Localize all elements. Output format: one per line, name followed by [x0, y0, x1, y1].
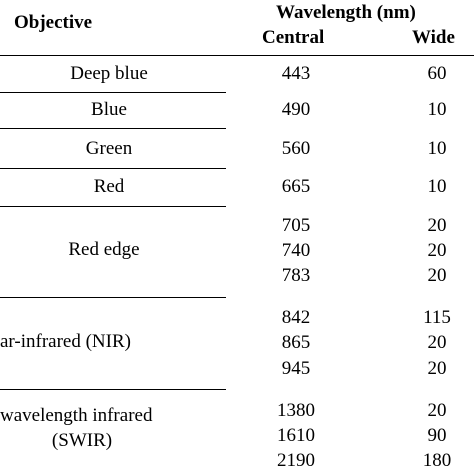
row-objective: Blue — [91, 99, 127, 120]
header-objective: Objective — [14, 12, 93, 33]
central-value: 490 — [281, 99, 311, 120]
wide-value: 10 — [427, 138, 447, 159]
wide-value: 90 — [427, 425, 447, 446]
central-value: 705 — [281, 215, 311, 236]
wide-value: 115 — [423, 307, 451, 328]
central-value: 783 — [281, 265, 311, 286]
row-objective: Green — [85, 138, 133, 159]
header-central: Central — [262, 27, 325, 48]
wide-value: 20 — [427, 332, 447, 353]
central-value: 665 — [281, 176, 311, 197]
central-value: 842 — [281, 307, 311, 328]
wide-value: 20 — [427, 240, 447, 261]
central-value: 865 — [281, 332, 311, 353]
wide-value: 60 — [427, 63, 447, 84]
wide-value: 10 — [427, 176, 447, 197]
wide-value: 20 — [427, 265, 447, 286]
central-value: 740 — [281, 240, 311, 261]
central-value: 2190 — [277, 450, 315, 471]
row-objective: Red edge — [68, 239, 140, 260]
central-value: 1610 — [277, 425, 315, 446]
wide-value: 10 — [427, 99, 447, 120]
row-objective: Red — [93, 176, 125, 197]
central-value: 560 — [281, 138, 311, 159]
header-rule — [0, 55, 474, 56]
header-wavelength: Wavelength (nm) — [276, 2, 416, 23]
header-wide: Wide — [412, 27, 455, 48]
row-divider — [0, 92, 226, 93]
row-objective: Deep blue — [70, 63, 148, 84]
row-divider — [0, 297, 226, 298]
central-value: 443 — [281, 63, 311, 84]
central-value: 1380 — [277, 400, 315, 421]
row-objective-line2: (SWIR) — [51, 430, 113, 451]
wide-value: 20 — [427, 400, 447, 421]
wide-value: 180 — [422, 450, 452, 471]
wide-value: 20 — [427, 215, 447, 236]
central-value: 945 — [281, 358, 311, 379]
row-objective-line1: wavelength infrared — [0, 405, 153, 426]
row-divider — [0, 206, 226, 207]
row-divider — [0, 168, 226, 169]
row-divider — [0, 128, 226, 129]
row-divider — [0, 389, 226, 390]
row-objective: ar-infrared (NIR) — [0, 331, 131, 352]
wide-value: 20 — [427, 358, 447, 379]
